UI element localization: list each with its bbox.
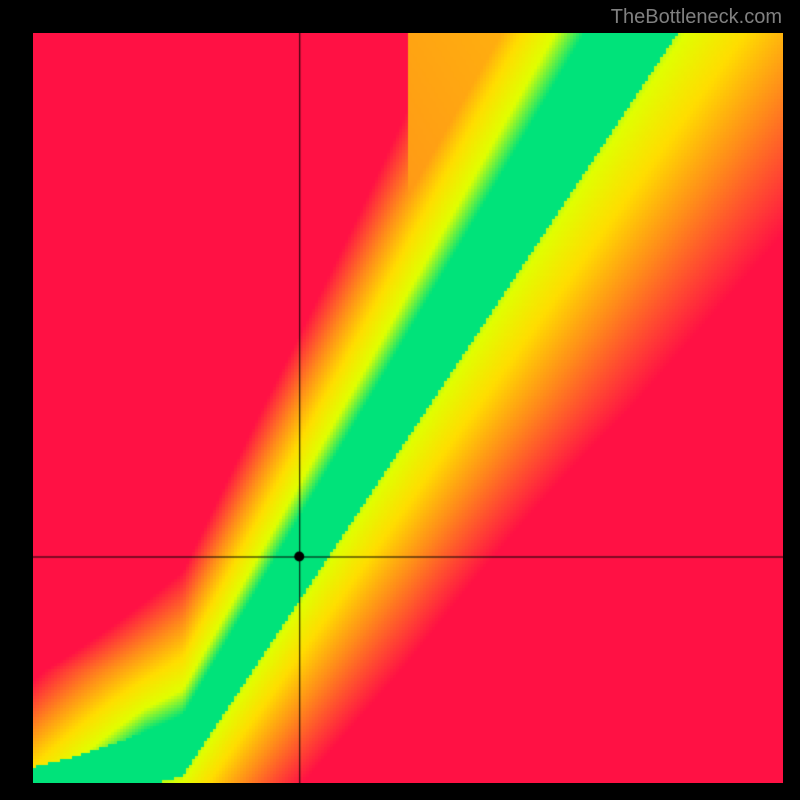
chart-container: TheBottleneck.com: [0, 0, 800, 800]
chart-area: [33, 33, 783, 783]
heatmap-canvas: [33, 33, 783, 783]
attribution-text: TheBottleneck.com: [611, 6, 782, 29]
